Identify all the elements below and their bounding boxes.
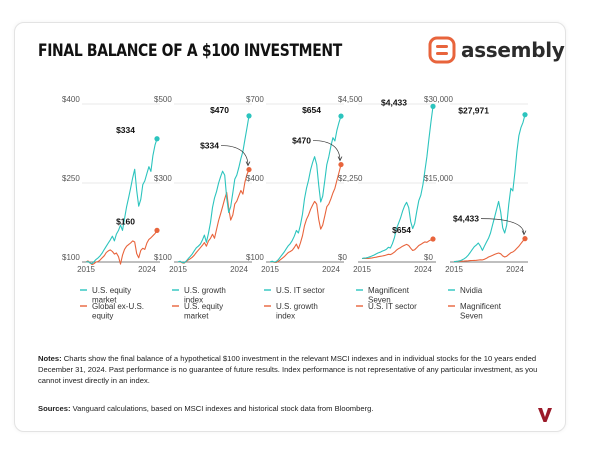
vanguard-v-icon	[538, 408, 552, 422]
x-tick-label: 2015	[77, 265, 95, 274]
legend-label: U.S. growth	[276, 302, 318, 311]
page-title: FINAL BALANCE OF A $100 INVESTMENT	[38, 41, 342, 61]
end-point-marker	[246, 113, 252, 119]
end-point-marker	[246, 166, 252, 173]
y-tick-label: $100	[246, 253, 264, 262]
legend-label: index	[276, 312, 295, 321]
label-arrowhead	[245, 161, 251, 167]
y-tick-label: $100	[62, 253, 80, 262]
label-arrowhead	[521, 230, 527, 236]
end-point-marker	[154, 136, 160, 142]
notes-text: Notes: Charts show the final balance of …	[38, 353, 548, 386]
series-line-secondary	[453, 238, 526, 263]
label-arrowhead	[337, 156, 343, 162]
series-line-primary	[361, 106, 434, 260]
series-line-secondary	[361, 238, 434, 260]
end-point-marker	[154, 227, 160, 233]
legend-label: market	[184, 312, 209, 321]
series-line-secondary	[85, 230, 158, 266]
series-line-secondary	[269, 164, 342, 264]
end-value-label: $334	[200, 141, 219, 151]
legend-label: market	[92, 296, 117, 305]
x-tick-label: 2024	[230, 265, 248, 274]
end-value-label: $4,433	[381, 97, 407, 107]
y-tick-label: $0	[338, 253, 347, 262]
legend-label: Global ex-U.S.	[92, 302, 144, 311]
y-tick-label: $2,250	[338, 174, 363, 183]
notes-body: Charts show the final balance of a hypot…	[38, 354, 538, 385]
chart-card	[14, 22, 566, 432]
end-point-marker	[430, 103, 436, 109]
end-value-label: $470	[292, 136, 311, 146]
x-tick-label: 2015	[169, 265, 187, 274]
end-value-label: $470	[210, 105, 229, 115]
y-tick-label: $15,000	[424, 174, 453, 183]
x-tick-label: 2015	[445, 265, 463, 274]
legend-label: Seven	[460, 312, 483, 321]
brand-logo: assembly	[428, 36, 565, 64]
y-tick-label: $400	[246, 174, 264, 183]
legend-label: Nvidia	[460, 286, 483, 295]
sources-label: Sources:	[38, 404, 71, 413]
label-arrow	[480, 218, 525, 234]
series-line-primary	[269, 115, 342, 263]
legend-label: Seven	[368, 296, 391, 305]
y-tick-label: $100	[154, 253, 172, 262]
x-tick-label: 2024	[138, 265, 156, 274]
series-line-primary	[453, 114, 526, 263]
label-arrow	[220, 145, 249, 165]
x-tick-label: 2015	[353, 265, 371, 274]
end-value-label: $4,433	[453, 214, 479, 224]
end-point-marker	[522, 112, 528, 118]
x-tick-label: 2024	[414, 265, 432, 274]
series-line-primary	[85, 138, 158, 265]
y-tick-label: $700	[246, 95, 264, 104]
legend-label: Magnificent	[460, 302, 502, 311]
legend-label: Magnificent	[368, 286, 410, 295]
end-point-marker	[522, 236, 528, 242]
x-tick-label: 2024	[506, 265, 524, 274]
legend-label: U.S. growth	[184, 286, 226, 295]
legend-label: U.S. IT sector	[368, 302, 417, 311]
y-tick-label: $250	[62, 174, 80, 183]
series-line-secondary	[177, 169, 250, 264]
x-tick-label: 2015	[261, 265, 279, 274]
y-tick-label: $400	[62, 95, 80, 104]
end-value-label: $334	[116, 125, 135, 135]
series-line-primary	[177, 115, 250, 264]
x-tick-label: 2024	[322, 265, 340, 274]
notes-label: Notes:	[38, 354, 62, 363]
y-tick-label: $4,500	[338, 95, 363, 104]
brand-wordmark: assembly	[461, 38, 565, 62]
assembly-logo-icon	[428, 36, 456, 64]
label-arrow	[312, 140, 341, 160]
end-point-marker	[430, 236, 436, 242]
y-tick-label: $30,000	[424, 95, 453, 104]
end-value-label: $654	[302, 105, 321, 115]
end-value-label: $654	[392, 225, 411, 235]
y-tick-label: $300	[154, 174, 172, 183]
sources-body: Vanguard calculations, based on MSCI ind…	[70, 404, 374, 413]
end-point-marker	[338, 113, 344, 119]
end-value-label: $27,971	[458, 106, 489, 116]
y-tick-label: $0	[424, 253, 433, 262]
legend-label: U.S. IT sector	[276, 286, 325, 295]
end-point-marker	[338, 161, 344, 168]
legend-label: U.S. equity	[92, 286, 131, 295]
legend-label: index	[184, 296, 203, 305]
legend-label: equity	[92, 312, 113, 321]
y-tick-label: $500	[154, 95, 172, 104]
end-value-label: $160	[116, 216, 135, 226]
legend-label: U.S. equity	[184, 302, 223, 311]
sources-text: Sources: Vanguard calculations, based on…	[38, 403, 548, 414]
